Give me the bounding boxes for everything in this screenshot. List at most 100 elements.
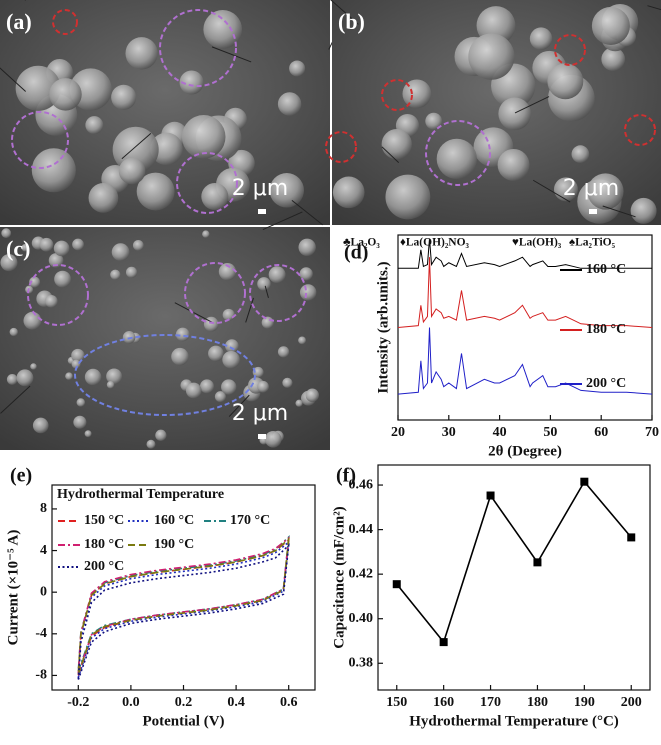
legend-label: 190 °C [154, 537, 194, 552]
x-axis-label: Hydrothermal Temperature (°C) [409, 713, 619, 729]
particle [468, 33, 515, 80]
marker [627, 533, 636, 542]
particle [111, 84, 137, 110]
series-line [396, 480, 632, 644]
particle [289, 60, 306, 77]
x-tick-label: 20 [391, 425, 405, 440]
particle [175, 327, 190, 342]
x-tick-label: 150 [386, 695, 407, 710]
crack [245, 297, 254, 323]
particle [264, 430, 282, 448]
particle [146, 439, 156, 449]
annotation: ♠La₂TiO₅ [569, 237, 616, 249]
particle [155, 429, 167, 441]
legend-label: 150 °C [84, 513, 124, 528]
legend-label: 180 °C [586, 322, 626, 337]
crack [228, 394, 250, 417]
particle [497, 148, 530, 181]
particle [299, 267, 313, 281]
crack [532, 179, 571, 203]
particle [222, 308, 235, 321]
y-tick-label: 4 [40, 543, 47, 558]
highlight-ring [624, 114, 656, 146]
annotation: ♣La₂O₃ [343, 237, 380, 249]
legend-label: 200 °C [586, 376, 626, 391]
highlight-ring [184, 262, 246, 324]
series-line [77, 537, 290, 675]
x-tick-label: 160 [433, 695, 454, 710]
y-tick-label: 0.46 [349, 477, 374, 492]
particle [268, 266, 286, 284]
particle [31, 148, 76, 193]
scale-bar-label: 2 μm [232, 176, 288, 201]
particle [295, 399, 303, 407]
particle [150, 132, 183, 166]
crack [0, 67, 26, 92]
crack [381, 146, 400, 164]
particle [498, 97, 532, 131]
particle [185, 382, 202, 399]
crack [211, 46, 252, 63]
scale-bar-label: 2 μm [232, 401, 288, 426]
particle [21, 244, 29, 252]
highlight-ring [381, 79, 413, 111]
particle [298, 336, 307, 345]
particle [0, 254, 18, 272]
marker [533, 558, 542, 567]
highlight-ring [325, 131, 357, 163]
highlight-ring [425, 120, 491, 186]
particle [23, 311, 42, 330]
particle [547, 63, 584, 100]
x-axis-label: Potential (V) [142, 713, 224, 729]
particle [299, 284, 317, 301]
particle [84, 430, 92, 438]
particle [73, 415, 87, 429]
crack [602, 205, 636, 218]
legend-label: 180 °C [84, 537, 124, 552]
panel-label: (f) [336, 465, 356, 487]
particle [39, 237, 54, 252]
y-tick-label: 0.38 [349, 655, 374, 670]
particle [65, 372, 73, 380]
y-axis-label: Intensity (arb.units.) [375, 261, 391, 393]
series-line [397, 257, 653, 328]
y-tick-label: 0.40 [349, 611, 374, 626]
particle [171, 347, 189, 366]
x-tick-label: 0.0 [122, 695, 140, 710]
particle [44, 294, 58, 308]
particle [71, 348, 85, 363]
particle [571, 145, 590, 163]
legend-label: 170 °C [230, 513, 270, 528]
chart: (d) 20 30 40 50 60 70 2θ (Degree) Intensity (arb… [343, 234, 659, 459]
x-axis-label: 2θ (Degree) [488, 443, 562, 459]
particle [277, 346, 290, 358]
particle [30, 363, 37, 370]
particle [269, 173, 304, 208]
marker [580, 477, 589, 486]
y-axis-label: Capacitance (mF/cm²) [331, 506, 347, 648]
highlight-ring [159, 9, 237, 87]
particle [529, 27, 553, 50]
particle [425, 112, 443, 130]
x-tick-label: 170 [480, 695, 501, 710]
plot-frame [377, 464, 651, 691]
particle [221, 379, 237, 395]
chart: (f) 150 160 170 180 190 200 0.38 0.40 0.42 0.44 0.4… [331, 464, 651, 729]
y-tick-label: -4 [35, 626, 47, 641]
panel-label: (e) [10, 465, 32, 487]
particle [208, 345, 224, 362]
panel-label: (c) [6, 236, 30, 261]
particle [587, 173, 624, 210]
particle [1, 228, 12, 239]
crack [291, 199, 324, 226]
scale-bar [589, 209, 597, 214]
particle [29, 276, 41, 288]
particle [436, 138, 477, 179]
legend-label: 200 °C [84, 559, 124, 574]
sem-image: (a) 2 μm [0, 0, 340, 226]
particle [132, 239, 144, 251]
x-tick-label: 70 [645, 425, 659, 440]
particle [15, 65, 61, 111]
series-line [398, 238, 652, 269]
y-axis-label: Current (×10⁻⁵ A) [5, 530, 21, 646]
